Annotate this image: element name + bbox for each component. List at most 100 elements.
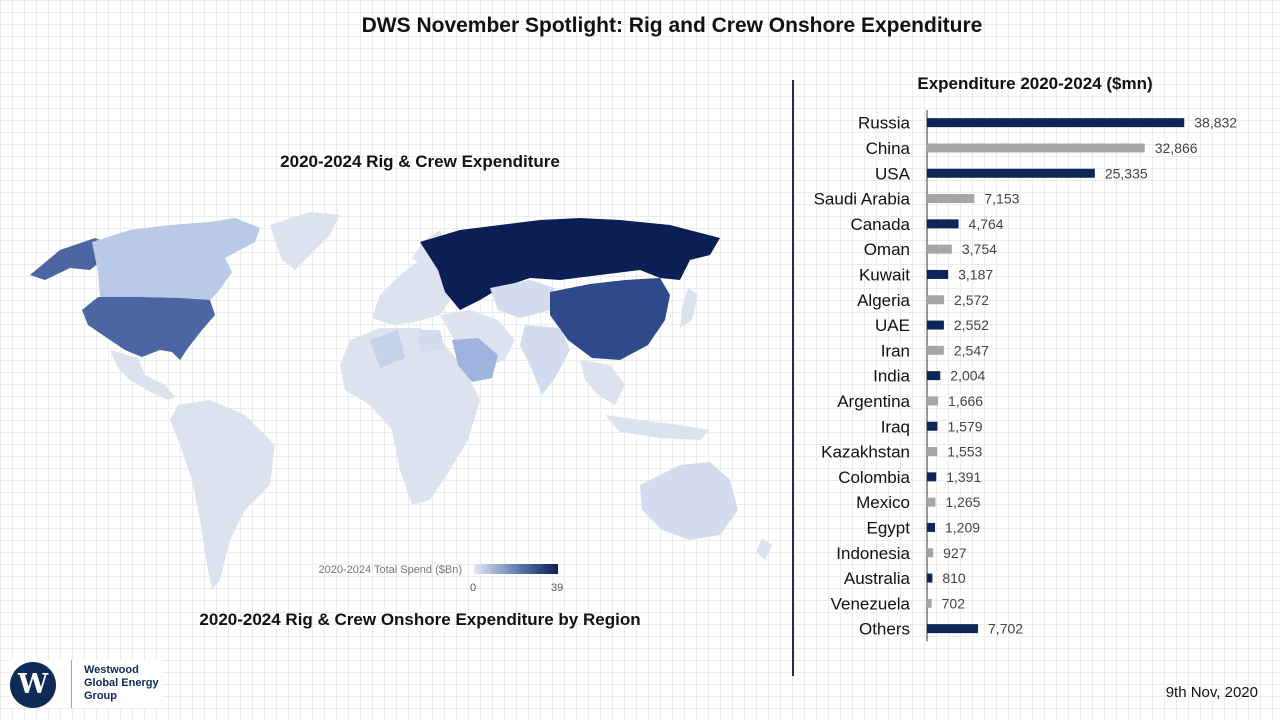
category-label: Saudi Arabia [814,190,911,209]
bar [927,421,938,431]
bar [927,447,938,457]
section-divider [792,80,794,676]
bar [927,269,949,279]
map-title: 2020-2024 Rig & Crew Expenditure [280,152,560,171]
category-label: China [866,139,911,158]
category-label: Others [859,620,910,639]
bar [927,548,934,558]
bar [927,244,952,254]
bar [927,371,941,381]
category-label: Canada [850,215,910,234]
map-legend-max: 39 [551,582,564,594]
map-caption: 2020-2024 Rig & Crew Onshore Expenditure… [199,610,641,629]
category-label: Algeria [857,291,910,310]
logo-text: Westwood Global Energy Group [84,664,159,703]
region-china [550,278,670,360]
data-label: 1,391 [946,469,981,485]
region-new-zealand [756,538,772,560]
category-label: Oman [864,240,910,259]
logo-line-1: Westwood [84,664,139,676]
data-label: 1,579 [947,418,982,434]
category-label: Egypt [867,518,911,537]
region-canada [92,218,260,300]
region-indonesia [605,415,710,440]
category-label: USA [875,164,911,183]
region-usa [82,297,215,360]
data-label: 1,666 [948,393,983,409]
bar [927,345,944,355]
bar-chart-title: Expenditure 2020-2024 ($mn) [917,74,1153,93]
map-legend-min: 0 [470,582,477,594]
region-south-america [170,400,275,590]
bar [927,295,945,305]
report-date: 9th Nov, 2020 [1165,684,1258,701]
region-egypt [418,330,445,352]
category-label: Kuwait [859,265,910,284]
logo-mark: W [10,662,56,708]
region-southeast-asia [580,360,625,405]
data-label: 7,153 [984,191,1019,207]
data-label: 1,553 [947,444,982,460]
region-africa [340,328,480,505]
logo-separator [71,660,72,708]
data-label: 2,572 [954,292,989,308]
bar-chart: Russia 38,832 China 32,866 USA 25,335 Saudi Ar… [814,110,1237,642]
data-label: 702 [942,595,966,611]
bar [927,624,979,634]
category-label: Russia [858,114,911,133]
bar [927,497,936,507]
category-label: Australia [844,569,911,588]
bar [927,118,1185,128]
bar [927,320,944,330]
data-label: 810 [942,570,966,586]
region-india [520,325,570,395]
bar [927,396,939,406]
data-label: 7,702 [988,621,1023,637]
category-label: Venezuela [831,594,911,613]
category-label: Iran [881,341,910,360]
region-algeria [370,330,405,368]
data-label: 32,866 [1155,140,1198,156]
world-map [30,212,772,590]
bar [927,194,975,204]
data-label: 2,552 [954,317,989,333]
bar [927,522,936,532]
region-mexico [110,350,175,400]
logo-line-2: Global Energy [84,677,159,689]
region-kazakhstan [490,280,555,318]
data-label: 4,764 [969,216,1004,232]
data-label: 1,265 [945,494,980,510]
bar [927,472,937,482]
bar [927,598,932,608]
bar [927,573,933,583]
map-legend-gradient [474,564,558,574]
data-label: 1,209 [945,519,980,535]
category-label: India [873,367,910,386]
category-label: Argentina [837,392,910,411]
data-label: 2,004 [950,368,985,384]
category-label: Iraq [881,417,910,436]
region-saudi-arabia [452,338,498,382]
bar [927,219,959,229]
data-label: 3,754 [962,241,997,257]
logo-line-3: Group [84,690,117,702]
page-title: DWS November Spotlight: Rig and Crew Ons… [361,14,983,37]
bar [927,168,1095,178]
region-japan [680,288,698,328]
category-label: Mexico [856,493,910,512]
company-logo: W Westwood Global Energy Group [10,660,162,708]
region-australia [640,462,738,540]
data-label: 25,335 [1105,165,1148,181]
data-label: 2,547 [954,342,989,358]
map-legend-label: 2020-2024 Total Spend ($Bn) [318,564,462,576]
category-label: Colombia [838,468,910,487]
data-label: 3,187 [958,266,993,282]
region-europe [372,255,450,325]
bar [927,143,1145,153]
data-label: 38,832 [1194,115,1237,131]
category-label: Indonesia [836,544,910,563]
region-alaska [30,238,112,280]
data-label: 927 [943,545,967,561]
region-greenland [270,212,340,270]
category-label: Kazakhstan [821,443,910,462]
